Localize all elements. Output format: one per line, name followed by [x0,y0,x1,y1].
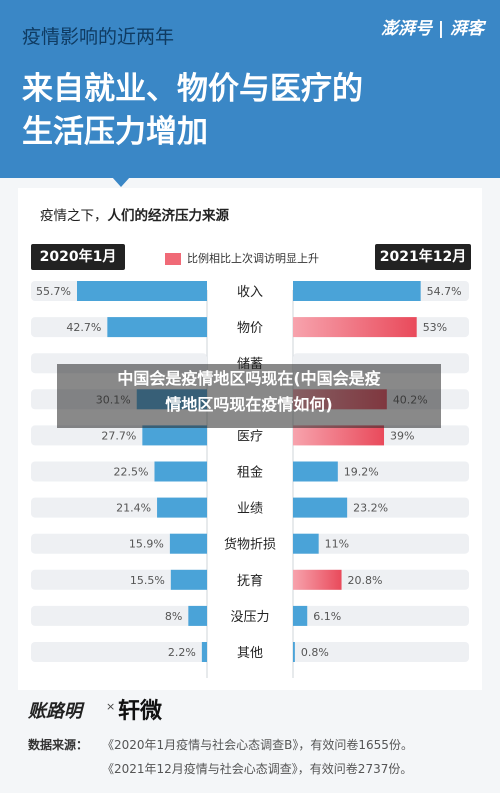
bar-2021 [293,642,295,662]
bar-2021 [293,569,342,590]
overlay-line2: 情地区吗现在疫情如何) [165,395,333,414]
header-notch [112,177,130,187]
category-label: 物价 [237,321,263,336]
category-label: 没压力 [230,610,269,625]
row-bg-left [31,533,207,554]
bar-2021 [293,281,421,301]
header-subtitle: 疫情影响的近两年 [22,26,175,48]
value-label-2021: 39% [390,429,414,442]
legend-swatch [165,253,181,265]
header-title-line2: 生活压力增加 [22,113,208,150]
source-label: 数据来源： [28,738,89,752]
row-bg-right [293,533,469,554]
value-label-2020: 21.4% [116,502,151,515]
overlay-banner [57,364,441,428]
period-2020: 2020年1月 [31,244,125,270]
brand-logo: 澎湃号 | 湃客 [380,19,484,39]
value-label-2021: 53% [423,321,447,334]
value-label-2021: 54.7% [427,285,462,298]
period-2021: 2021年12月 [375,244,471,270]
logo-left: 账路明 [28,701,82,722]
bar-2021 [293,497,348,518]
logo-right: 轩微 [118,699,163,724]
row-bg-left [31,569,207,590]
value-label-2020: 22.5% [114,466,149,479]
chart-title: 疫情之下，人们的经济压力来源 [40,204,229,224]
value-label-2020: 8% [165,610,182,623]
source-line-1: 《2020年1月疫情与社会心态调查B》，有效问卷1655份。 [102,738,413,752]
bar-2021 [293,317,417,338]
row-bg-left [31,605,207,626]
category-label: 货物折损 [224,537,276,553]
category-label: 抚育 [237,573,263,589]
value-label-2020: 15.5% [130,574,165,587]
bar-2021 [293,461,338,482]
value-label-2021: 0.8% [301,646,329,659]
bar-2020 [201,642,207,662]
value-label-2020: 55.7% [36,285,71,298]
legend-label: 比例相比上次调访明显上升 [187,252,319,265]
value-label-2021: 23.2% [353,502,388,515]
category-label: 其他 [237,646,263,661]
value-label-2021: 19.2% [344,466,379,479]
category-label: 租金 [237,465,263,481]
bar-2020 [157,497,207,518]
overlay-text: 中国会是疫情地区吗现在(中国会是疫 情地区吗现在疫情如何) [57,366,441,418]
category-label: 收入 [237,285,263,300]
bar-2021 [293,533,319,554]
row-bg-right [293,642,469,662]
value-label-2020: 15.9% [129,538,164,551]
row-bg-right [293,605,469,626]
value-label-2021: 6.1% [313,610,341,623]
bar-2020 [188,605,207,626]
source-line-2: 《2021年12月疫情与社会心态调查》，有效问卷2737份。 [102,762,413,776]
category-label: 医疗 [237,429,263,444]
bar-2021 [293,605,308,626]
bar-2021 [293,425,385,446]
value-label-2020: 27.7% [101,429,136,442]
bar-2020 [154,461,207,482]
bar-2020 [77,281,207,301]
value-label-2020: 42.7% [66,321,101,334]
header-title-line1: 来自就业、物价与医疗的 [22,71,363,107]
value-label-2020: 2.2% [168,646,196,659]
value-label-2021: 11% [325,538,349,551]
header-title: 来自就业、物价与医疗的 生活压力增加 [22,68,442,154]
bar-2020 [170,569,207,590]
header-banner [0,0,500,178]
overlay-line1: 中国会是疫情地区吗现在(中国会是疫 [117,369,381,388]
bar-2020 [107,317,207,338]
bar-2020 [142,425,207,446]
value-label-2021: 20.8% [348,574,383,587]
logo-separator: × [106,700,116,713]
chart-legend: 比例相比上次调访明显上升 [165,250,319,266]
bar-2020 [169,533,207,554]
category-label: 业绩 [237,502,263,517]
chart-title-prefix: 疫情之下， [40,208,108,224]
row-bg-left [31,642,207,662]
chart-title-bold: 人们的经济压力来源 [107,208,230,224]
